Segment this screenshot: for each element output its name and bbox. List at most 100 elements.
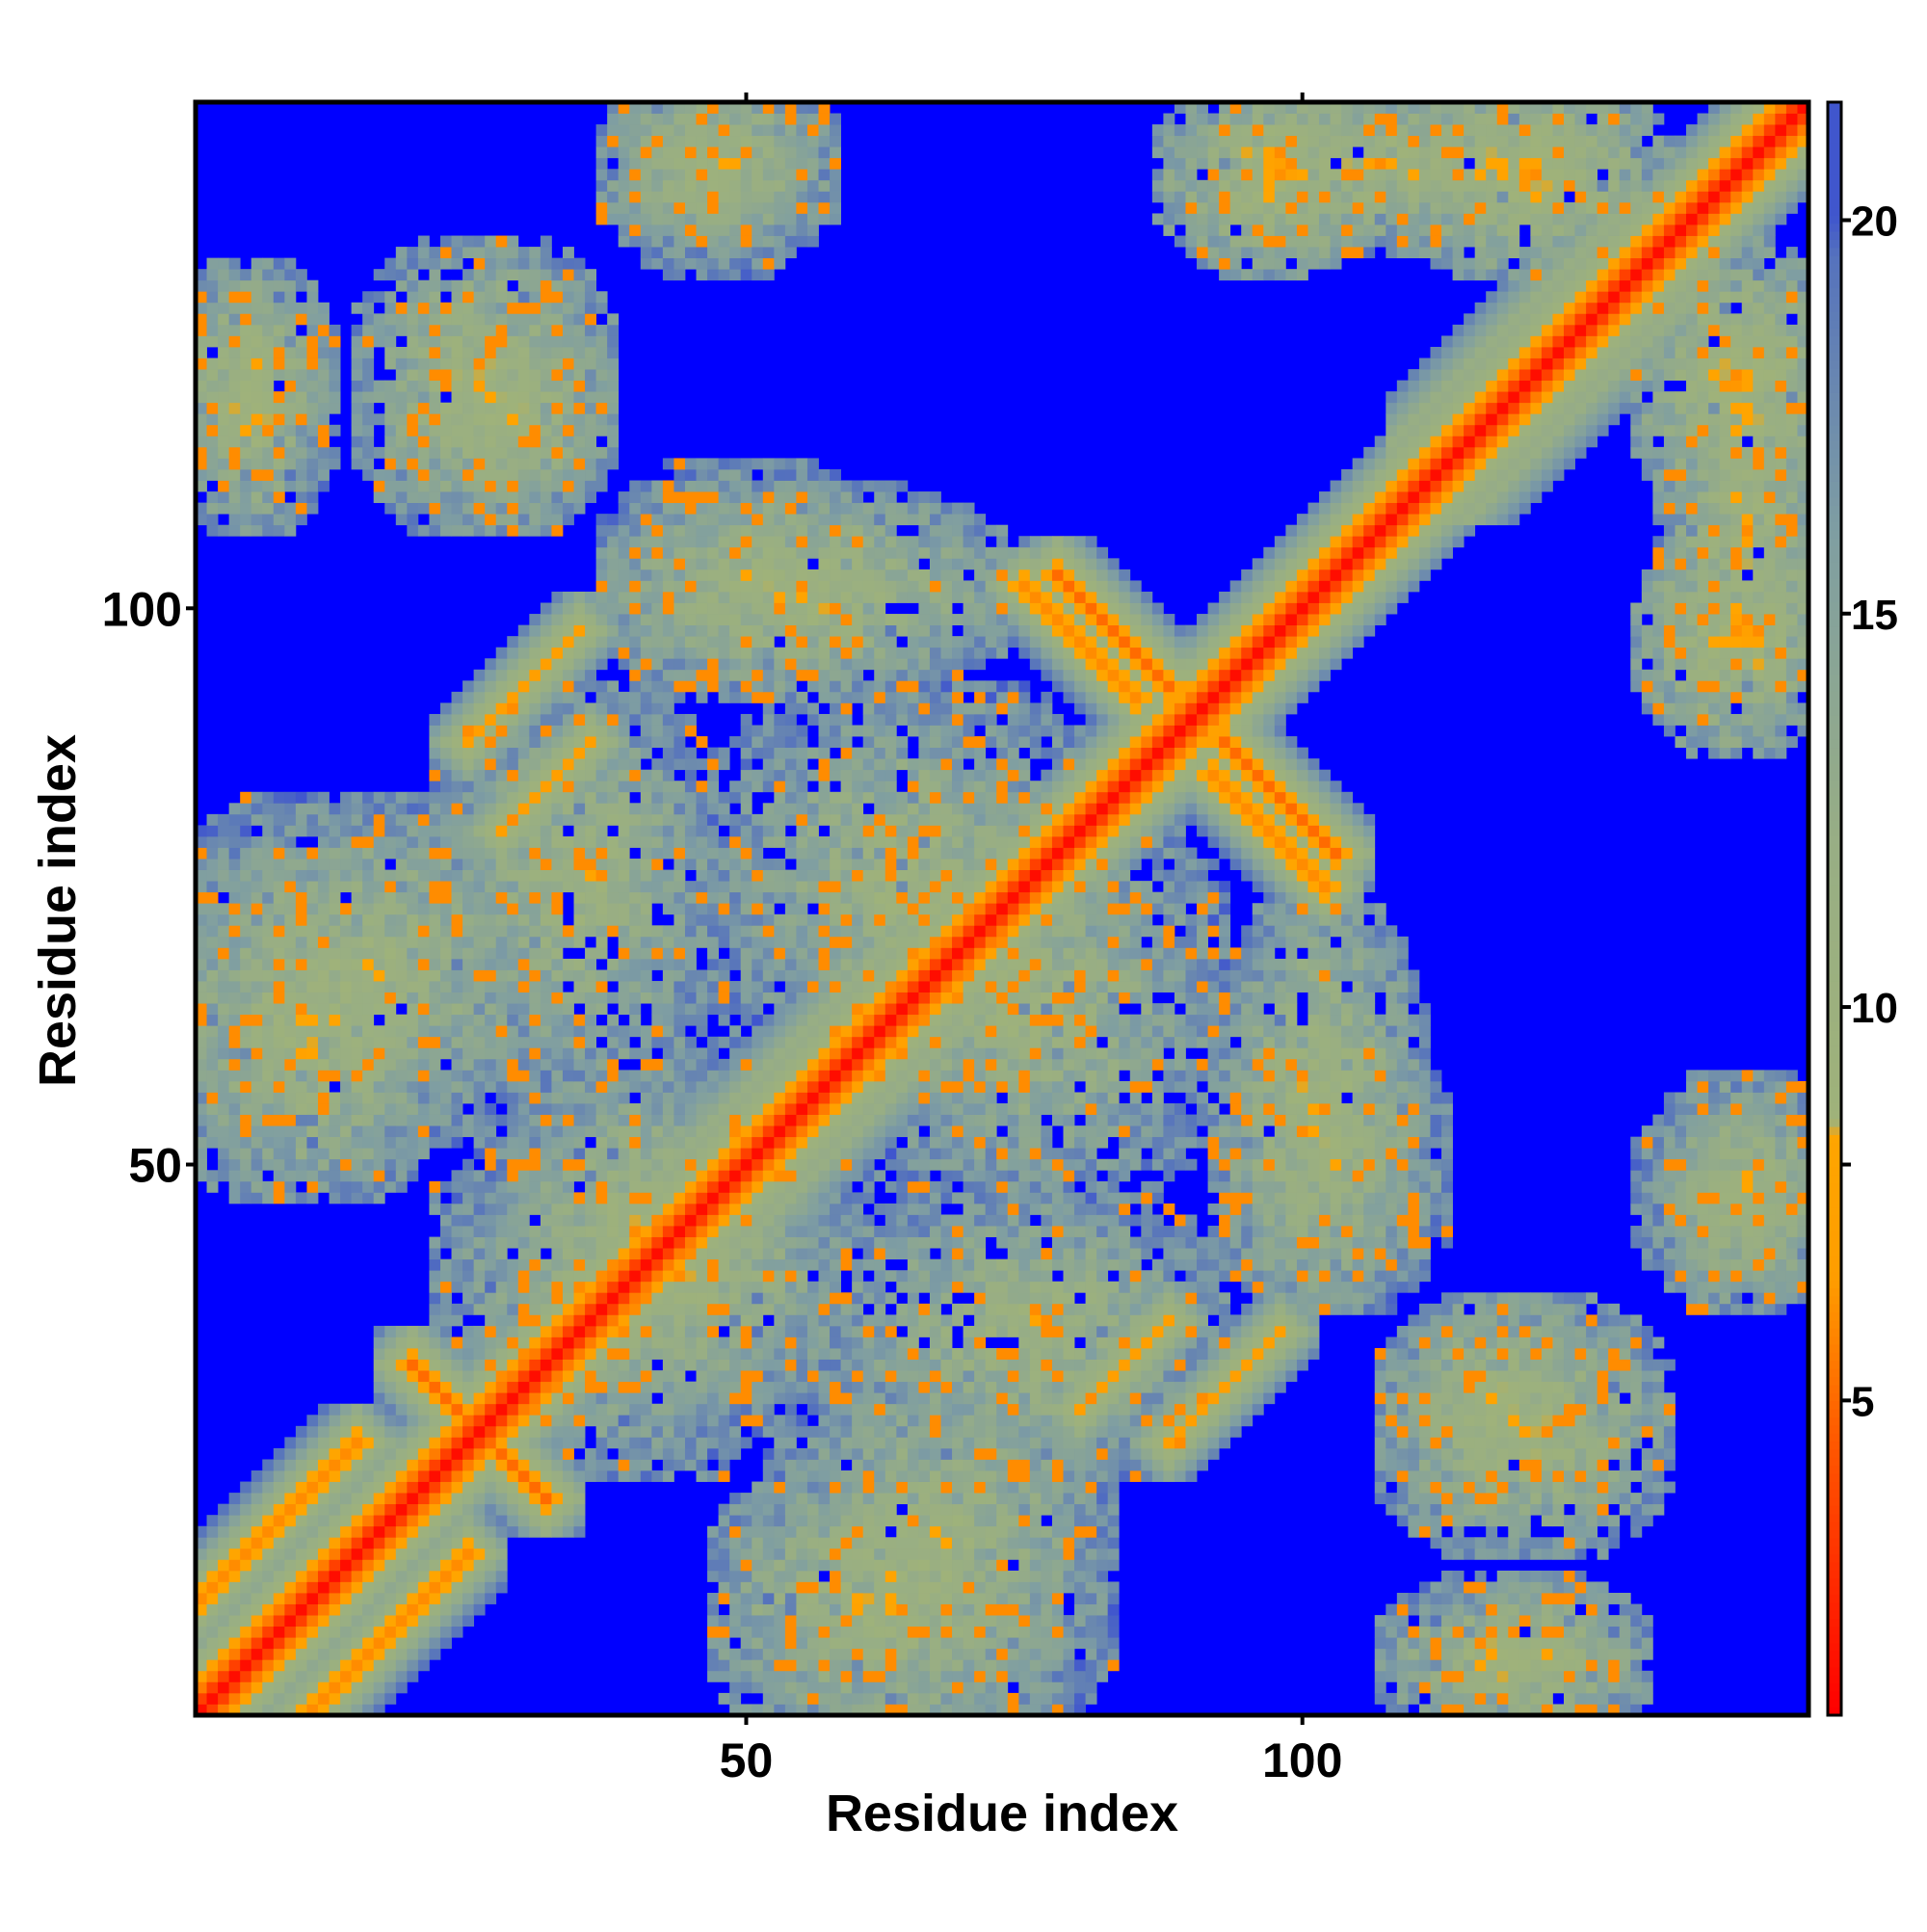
heatmap-cell xyxy=(1530,1415,1543,1427)
heatmap-cell xyxy=(473,1248,486,1260)
heatmap-cell xyxy=(874,1337,886,1349)
heatmap-cell xyxy=(262,1148,275,1160)
heatmap-cell xyxy=(240,1493,252,1505)
heatmap-cell xyxy=(1119,1203,1131,1215)
heatmap-cell xyxy=(1464,1425,1476,1438)
heatmap-cell xyxy=(1207,1359,1220,1371)
heatmap-cell xyxy=(929,1515,941,1527)
heatmap-cell xyxy=(673,1258,686,1271)
heatmap-cell xyxy=(752,1359,764,1371)
heatmap-cell xyxy=(774,1214,786,1227)
heatmap-cell xyxy=(762,1459,775,1471)
heatmap-cell xyxy=(1319,1203,1331,1215)
heatmap-cell xyxy=(562,1515,574,1527)
heatmap-cell xyxy=(1174,1437,1186,1449)
heatmap-cell xyxy=(729,1370,742,1383)
heatmap-cell xyxy=(1652,1337,1665,1349)
heatmap-cell xyxy=(740,1637,752,1650)
heatmap-cell xyxy=(507,1415,519,1427)
heatmap-cell xyxy=(373,1359,385,1371)
heatmap-cell xyxy=(974,1459,987,1471)
heatmap-cell xyxy=(1741,1192,1754,1204)
heatmap-cell xyxy=(1207,1392,1220,1405)
heatmap-cell xyxy=(918,1447,931,1460)
heatmap-cell xyxy=(607,1392,630,1405)
heatmap-cell xyxy=(729,1593,742,1604)
heatmap-cell xyxy=(295,1148,307,1160)
heatmap-cell xyxy=(1029,1447,1042,1460)
heatmap-cell xyxy=(473,1437,486,1449)
heatmap-cell xyxy=(1564,1626,1575,1638)
heatmap-cell xyxy=(1163,1170,1175,1182)
heatmap-cell xyxy=(1586,1670,1598,1682)
heatmap-cell xyxy=(317,1670,330,1682)
heatmap-cell xyxy=(929,1203,941,1215)
heatmap-cell xyxy=(1174,1292,1186,1305)
heatmap-cell xyxy=(451,1392,463,1405)
heatmap-cell xyxy=(1597,1337,1609,1349)
heatmap-cell xyxy=(918,1525,931,1538)
heatmap-cell xyxy=(1151,1270,1164,1283)
heatmap-cell xyxy=(952,1314,964,1327)
heatmap-cell xyxy=(306,1548,319,1560)
heatmap-cell xyxy=(1797,1248,1809,1260)
heatmap-cell xyxy=(1007,1659,1019,1672)
heatmap-cell xyxy=(1597,1415,1609,1427)
heatmap-cell xyxy=(1452,1603,1465,1616)
heatmap-cell xyxy=(1374,1148,1386,1160)
heatmap-cell xyxy=(517,1248,530,1260)
heatmap-cell xyxy=(251,1503,263,1516)
heatmap-cell xyxy=(840,1325,853,1337)
heatmap-cell xyxy=(1663,1214,1676,1227)
heatmap-cell xyxy=(929,1525,941,1538)
heatmap-cell xyxy=(1129,1303,1142,1315)
heatmap-cell xyxy=(228,1148,241,1160)
heatmap-cell xyxy=(1574,1348,1587,1360)
heatmap-cell xyxy=(1129,1447,1142,1460)
heatmap-cell xyxy=(662,1125,674,1138)
heatmap-cell xyxy=(618,1248,630,1260)
heatmap-cell xyxy=(429,1203,441,1215)
heatmap-cell xyxy=(317,1125,330,1138)
heatmap-cell xyxy=(963,1136,975,1149)
heatmap-cell xyxy=(640,1403,652,1416)
heatmap-cell xyxy=(1552,1348,1565,1360)
heatmap-cell xyxy=(473,1403,486,1416)
heatmap-cell xyxy=(762,1348,775,1360)
heatmap-cell xyxy=(1418,1581,1431,1594)
heatmap-cell xyxy=(462,1226,475,1237)
heatmap-cell xyxy=(1229,1370,1242,1383)
heatmap-cell xyxy=(862,1537,875,1549)
heatmap-cell xyxy=(551,1214,564,1227)
heatmap-cell xyxy=(1063,1659,1075,1672)
heatmap-cell xyxy=(640,1270,652,1283)
heatmap-cell xyxy=(439,1637,452,1650)
heatmap-cell xyxy=(963,1226,975,1237)
heatmap-cell xyxy=(985,1581,997,1594)
heatmap-cell xyxy=(907,1403,919,1416)
heatmap-cell xyxy=(395,1348,408,1360)
heatmap-cell xyxy=(585,1392,597,1405)
heatmap-cell xyxy=(1652,1170,1665,1182)
heatmap-cell xyxy=(329,1525,341,1538)
heatmap-cell xyxy=(340,1437,353,1449)
heatmap-cell xyxy=(1029,1559,1042,1572)
heatmap-cell xyxy=(540,1136,552,1149)
heatmap-cell xyxy=(317,1415,330,1427)
heatmap-cell xyxy=(1496,1704,1509,1716)
heatmap-cell xyxy=(1541,1370,1553,1383)
heatmap-cell xyxy=(1330,1226,1342,1237)
heatmap-cell xyxy=(284,1481,297,1494)
heatmap-cell xyxy=(952,1459,964,1471)
heatmap-cell xyxy=(840,1381,853,1393)
heatmap-cell xyxy=(573,1481,586,1494)
heatmap-cell xyxy=(1386,1648,1398,1660)
heatmap-cell xyxy=(373,1425,385,1438)
heatmap-cell xyxy=(662,1381,674,1393)
heatmap-cell xyxy=(1330,1158,1342,1171)
heatmap-cell xyxy=(696,1180,708,1193)
heatmap-cell xyxy=(963,1258,975,1271)
heatmap-cell xyxy=(473,1381,486,1393)
heatmap-cell xyxy=(1007,1626,1019,1638)
heatmap-cell xyxy=(1396,1615,1409,1628)
